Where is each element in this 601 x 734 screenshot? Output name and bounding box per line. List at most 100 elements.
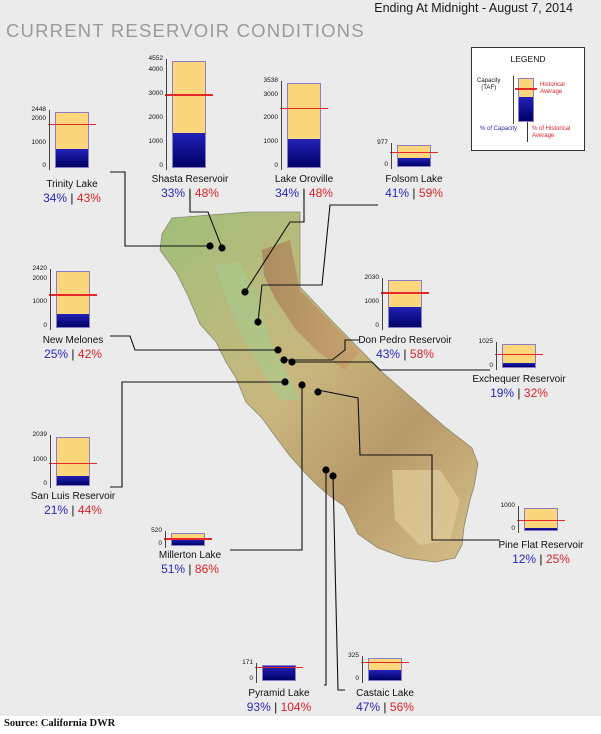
percent-of-historical-average: 59% [418, 186, 443, 200]
storage-bar [57, 313, 89, 327]
connector-new-melones [110, 335, 278, 351]
tick-label: 0 [489, 362, 493, 369]
percent-of-capacity: 47% [356, 700, 381, 714]
location-dot-lake-oroville [241, 288, 249, 296]
tick-label: 0 [43, 322, 47, 329]
reservoir-percentages: 34% | 43% [43, 191, 101, 205]
legend-box: LEGEND Capacity (TAF) Historical Average… [471, 47, 585, 151]
legend-historical-label: Historical Average [540, 82, 565, 95]
connector-san-luis-reservoir [110, 381, 285, 488]
connector-lake-oroville [244, 190, 305, 293]
legend-pct-capacity-label: % of Capacity [480, 126, 518, 132]
tick-label: 3538 [263, 77, 278, 84]
percent-of-historical-average: 32% [523, 386, 548, 400]
reservoir-name: Folsom Lake [385, 174, 443, 185]
storage-bar [369, 670, 401, 680]
storage-bar [57, 475, 89, 485]
percent-of-historical-average: 58% [409, 347, 434, 361]
reservoir-name: Trinity Lake [46, 179, 98, 190]
report-date: Ending At Midnight - August 7, 2014 [374, 1, 573, 15]
historical-average-line [49, 294, 97, 296]
tick-label: 977 [377, 139, 388, 146]
reservoir-name: Castaic Lake [356, 688, 414, 699]
tick-label: 1025 [478, 338, 493, 345]
tick-label: 1000 [32, 298, 47, 305]
california-map [110, 171, 500, 691]
separator: | [185, 562, 195, 576]
percent-of-capacity: 19% [490, 386, 515, 400]
historical-average-line [381, 292, 429, 294]
tick-label: 1000 [32, 456, 47, 463]
tick-label: 0 [249, 675, 253, 682]
tick-label: 2420 [32, 265, 47, 272]
reservoir-name: Pine Flat Reservoir [498, 540, 584, 551]
reservoir-name: New Melones [42, 335, 104, 346]
storage-bar [288, 139, 320, 167]
reservoir-percentages: 25% | 42% [44, 347, 102, 361]
connector-millerton-lake [230, 385, 303, 551]
location-dot-don-pedro-reservoir [280, 356, 288, 364]
percent-of-capacity: 93% [246, 700, 271, 714]
y-axis [50, 435, 51, 488]
location-dot-san-luis-reservoir [281, 378, 289, 386]
location-dot-millerton-lake [298, 381, 306, 389]
separator: | [409, 186, 419, 200]
storage-bar [503, 363, 535, 367]
historical-average-line [255, 666, 303, 669]
storage-bar [263, 666, 295, 680]
capacity-bar [524, 508, 558, 531]
storage-bar [173, 132, 205, 167]
tick-label: 0 [158, 540, 162, 547]
y-axis [496, 342, 497, 370]
reservoir-name: Don Pedro Reservoir [358, 335, 452, 346]
tick-label: 2448 [31, 106, 46, 113]
reservoir-percentages: 43% | 58% [376, 347, 434, 361]
location-dot-folsom-lake [254, 318, 262, 326]
tick-label: 520 [151, 527, 162, 534]
reservoir-conditions-panel: Ending At Midnight - August 7, 2014 CURR… [0, 0, 601, 716]
historical-average-line [361, 661, 409, 664]
percent-of-capacity: 34% [43, 191, 68, 205]
y-axis [382, 278, 383, 330]
percent-of-historical-average: 104% [280, 700, 312, 714]
tick-label: 0 [274, 162, 278, 169]
tick-label: 2039 [32, 431, 47, 438]
tick-label: 1000 [148, 138, 163, 145]
reservoir-percentages: 21% | 44% [44, 503, 102, 517]
connector-trinity-lake [110, 171, 210, 247]
storage-bar [389, 307, 421, 327]
separator: | [400, 347, 410, 361]
reservoir-name: Exchequer Reservoir [472, 374, 566, 385]
tick-label: 3000 [148, 90, 163, 97]
location-dot-exchequer-reservoir [288, 358, 296, 366]
connector-shasta-reservoir [189, 190, 223, 249]
percent-of-historical-average: 86% [194, 562, 219, 576]
location-dot-pine-flat-reservoir [314, 388, 322, 396]
tick-label: 2030 [364, 274, 379, 281]
percent-of-capacity: 43% [376, 347, 401, 361]
tick-label: 2000 [148, 114, 163, 121]
y-axis [166, 59, 167, 170]
reservoir-name: Pyramid Lake [248, 688, 310, 699]
historical-average-line [164, 538, 212, 540]
y-axis [362, 656, 363, 683]
historical-average-line [495, 353, 543, 356]
tick-label: 3000 [263, 91, 278, 98]
location-dot-new-melones [274, 346, 282, 354]
legend-pct-historical-label: % of Historical Average [532, 126, 571, 139]
tick-label: 0 [384, 161, 388, 168]
tick-label: 1000 [364, 298, 379, 305]
storage-bar [398, 157, 430, 166]
reservoir-name: San Luis Reservoir [30, 491, 116, 502]
tick-label: 2000 [263, 114, 278, 121]
tick-label: 1000 [31, 139, 46, 146]
historical-average-line [49, 462, 97, 465]
legend-axis [513, 76, 514, 124]
reservoir-name: Shasta Reservoir [151, 174, 229, 185]
percent-of-capacity: 25% [44, 347, 69, 361]
storage-bar [172, 539, 204, 545]
reservoir-percentages: 93% | 104% [247, 700, 312, 714]
percent-of-capacity: 21% [44, 503, 69, 517]
location-dot-trinity-lake [206, 242, 214, 250]
connector-don-pedro-reservoir [284, 339, 360, 361]
